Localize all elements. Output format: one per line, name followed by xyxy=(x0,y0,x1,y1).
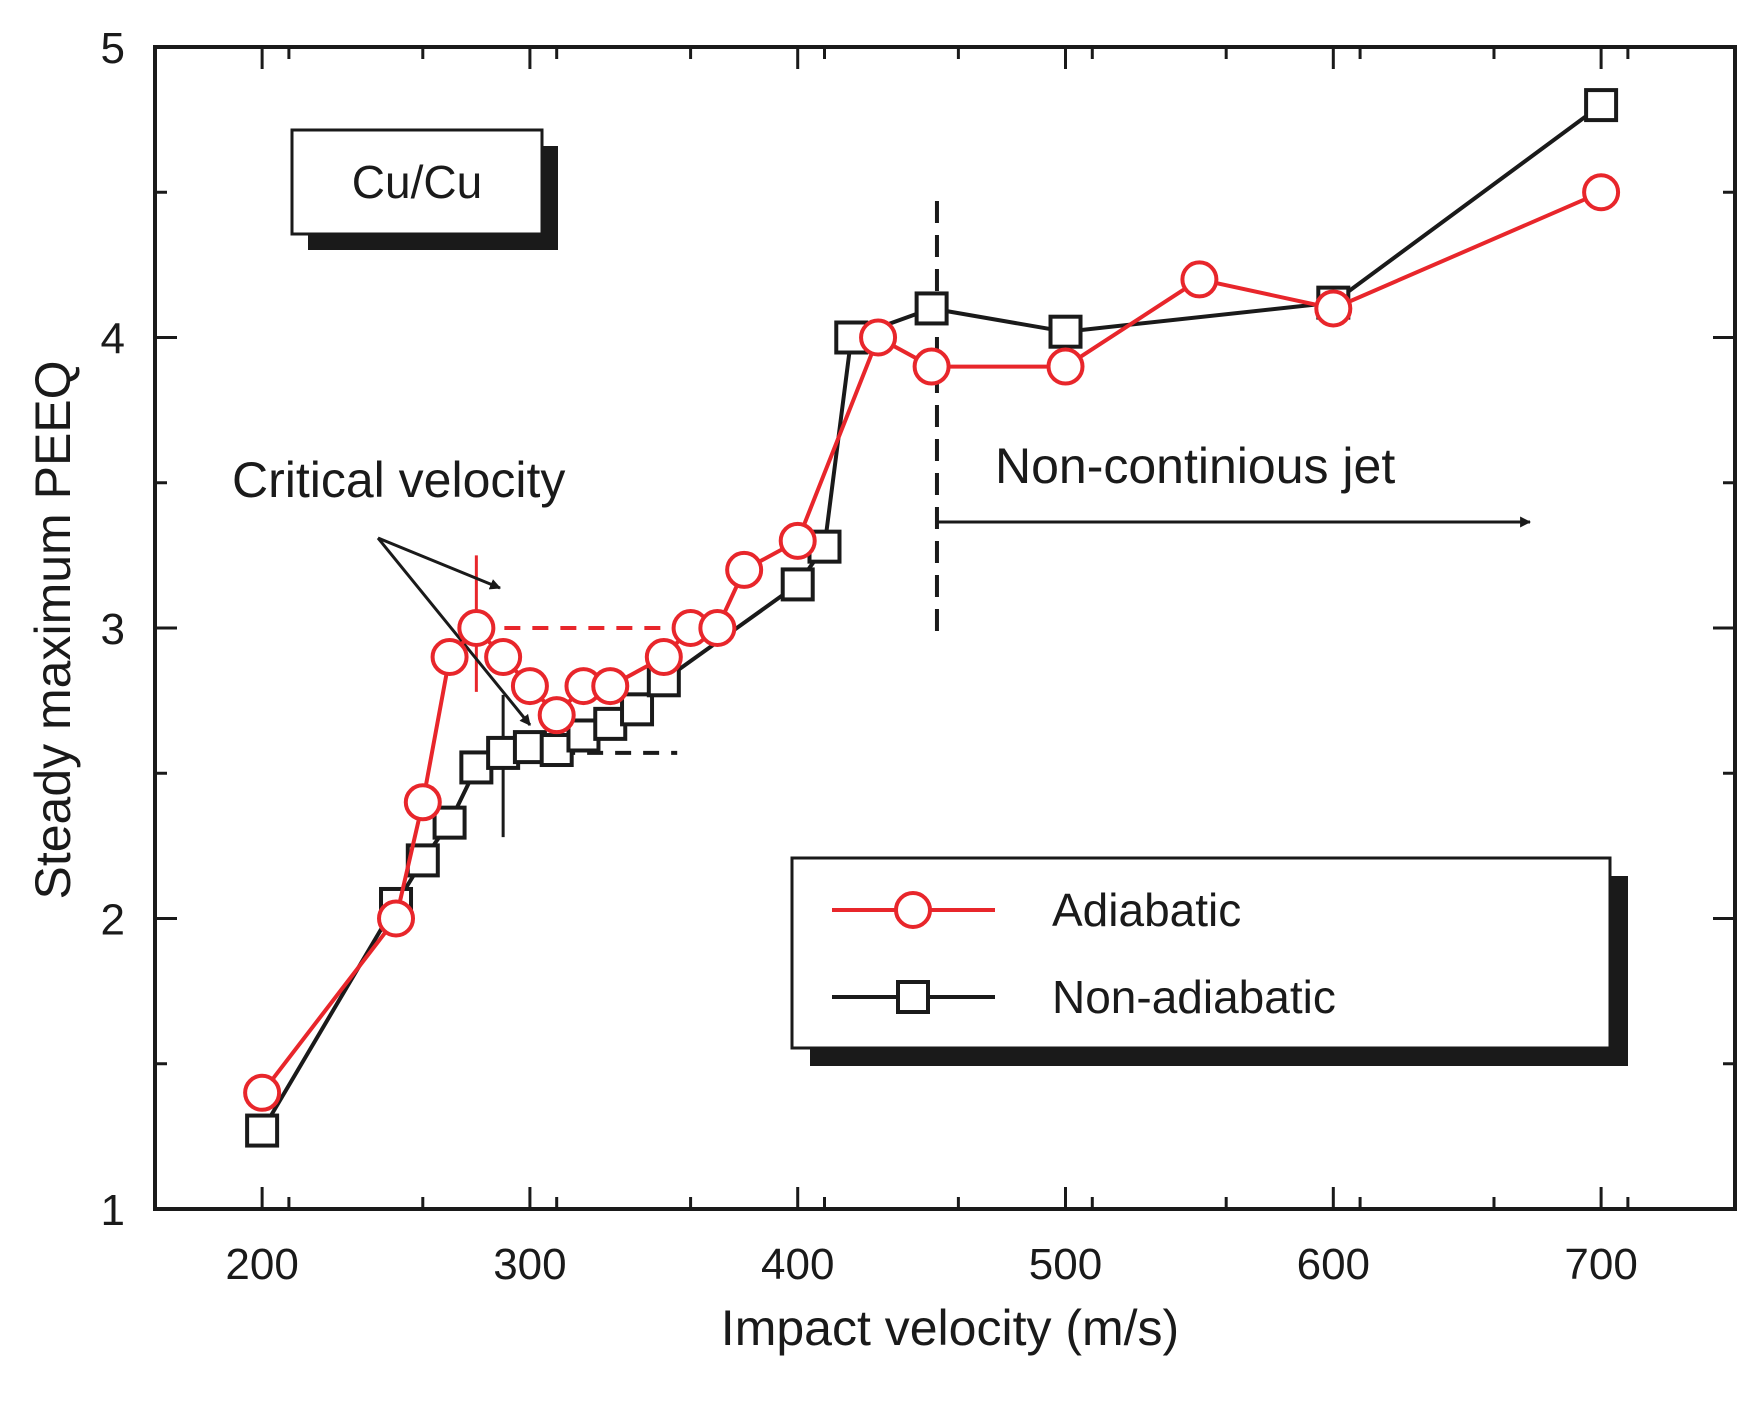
axis-ticks xyxy=(155,45,1735,1211)
y-tick-label: 3 xyxy=(101,605,125,654)
data-point-square xyxy=(245,1113,280,1148)
critical-velocity-label: Critical velocity xyxy=(232,452,565,508)
x-tick-label: 700 xyxy=(1564,1240,1637,1289)
legend-circle-marker xyxy=(894,891,932,929)
x-tick-label: 600 xyxy=(1297,1240,1370,1289)
data-point-circle xyxy=(403,783,442,822)
data-point-circle xyxy=(1582,173,1621,212)
x-tick-label: 400 xyxy=(761,1240,834,1289)
data-point-circle xyxy=(859,318,898,357)
x-tick-label: 500 xyxy=(1029,1240,1102,1289)
critical-velocity-arrow-upper xyxy=(377,536,502,590)
legend: Adiabatic Non-adiabatic xyxy=(790,856,1628,1066)
critical-velocity-arrow-lower xyxy=(376,537,532,726)
data-point-circle xyxy=(778,521,817,560)
data-point-circle xyxy=(698,609,737,647)
data-point-circle xyxy=(1180,260,1219,299)
data-point-circle xyxy=(377,899,416,938)
data-point-square xyxy=(914,291,949,326)
legend-frame xyxy=(790,856,1612,1050)
x-tick-labels: 200 300 400 500 600 700 xyxy=(225,1240,1637,1289)
series-adiabatic xyxy=(243,173,1621,1112)
data-point-square xyxy=(432,805,467,840)
y-tick-label: 1 xyxy=(101,1186,125,1235)
y-tick-label: 4 xyxy=(101,315,125,364)
x-tick-label: 300 xyxy=(493,1240,566,1289)
data-point-circle xyxy=(510,667,549,706)
material-label-box: Cu/Cu xyxy=(290,128,558,250)
data-point-circle xyxy=(537,696,576,735)
legend-item-adiabatic: Adiabatic xyxy=(832,884,1241,936)
data-point-square xyxy=(780,567,815,602)
data-point-circle xyxy=(912,347,951,386)
data-point-circle xyxy=(644,638,683,677)
y-axis-title: Steady maximum PEEQ xyxy=(25,360,81,899)
legend-label-adiabatic: Adiabatic xyxy=(1052,884,1241,936)
material-label-frame xyxy=(290,128,544,236)
data-point-circle xyxy=(243,1073,282,1112)
legend-square-marker xyxy=(896,980,930,1014)
annotation-arrows xyxy=(376,516,1532,726)
data-point-circle xyxy=(484,638,523,677)
data-point-circle xyxy=(591,667,630,706)
x-tick-label: 200 xyxy=(225,1240,298,1289)
x-axis-title: Impact velocity (m/s) xyxy=(721,1300,1179,1356)
data-point-circle xyxy=(725,550,764,589)
legend-item-non-adiabatic: Non-adiabatic xyxy=(832,971,1336,1023)
non-continuous-jet-label: Non-continious jet xyxy=(995,438,1395,494)
data-point-square xyxy=(1584,88,1619,123)
data-point-circle xyxy=(457,609,496,647)
material-label: Cu/Cu xyxy=(352,156,482,208)
data-point-circle xyxy=(1046,347,1085,386)
y-tick-label: 2 xyxy=(101,896,125,945)
legend-label-non-adiabatic: Non-adiabatic xyxy=(1052,971,1336,1023)
data-point-square xyxy=(1048,314,1083,349)
series-layer xyxy=(243,88,1621,1148)
data-point-circle xyxy=(1314,289,1353,328)
data-point-circle xyxy=(430,638,469,677)
data-point-square xyxy=(620,692,655,727)
y-tick-labels: 1 2 3 4 5 xyxy=(101,24,125,1235)
y-tick-label: 5 xyxy=(101,24,125,73)
